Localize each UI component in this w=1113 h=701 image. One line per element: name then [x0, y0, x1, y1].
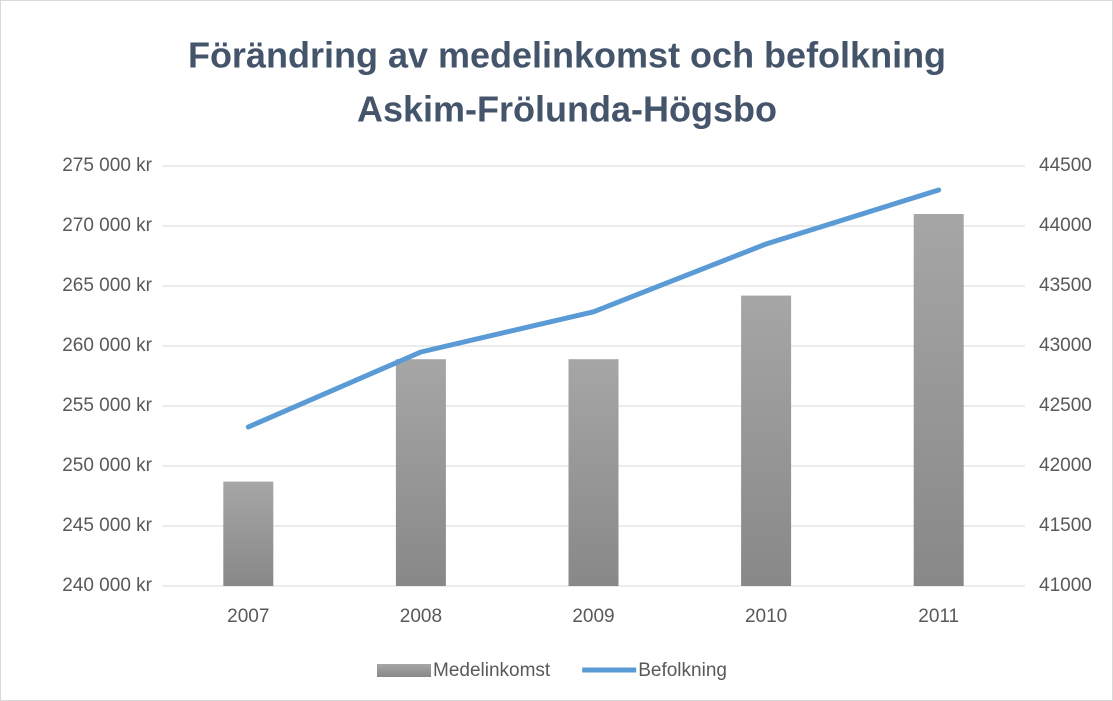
bar [741, 295, 792, 586]
y-tick-label: 265 000 kr [62, 275, 152, 296]
y2-tick-label: 44000 [1039, 215, 1092, 236]
y-tick-label: 255 000 kr [62, 395, 152, 416]
y-tick-label: 250 000 kr [62, 455, 152, 476]
bar [223, 481, 274, 586]
y-tick-label: 240 000 kr [62, 575, 152, 596]
y-tick-label: 275 000 kr [62, 155, 152, 176]
y2-tick-label: 44500 [1039, 155, 1092, 176]
legend-label: Medelinkomst [433, 660, 551, 681]
y2-tick-label: 41500 [1039, 515, 1092, 536]
y2-tick-label: 41000 [1039, 575, 1092, 596]
legend-swatch [377, 664, 431, 677]
y2-tick-label: 43000 [1039, 335, 1092, 356]
legend-label: Befolkning [638, 660, 727, 681]
y-tick-label: 260 000 kr [62, 335, 152, 356]
y-tick-label: 270 000 kr [62, 215, 152, 236]
bar [395, 359, 446, 586]
bar [568, 359, 619, 586]
chart-title: Förändring av medelinkomst och befolknin… [188, 35, 946, 76]
x-tick-label: 2009 [572, 606, 614, 627]
x-tick-label: 2007 [227, 606, 269, 627]
line [245, 187, 942, 430]
x-tick-label: 2008 [400, 606, 442, 627]
y2-tick-label: 42000 [1039, 455, 1092, 476]
y2-tick-label: 42500 [1039, 395, 1092, 416]
y-tick-label: 245 000 kr [62, 515, 152, 536]
y2-tick-label: 43500 [1039, 275, 1092, 296]
chart-subtitle: Askim-Frölunda-Högsbo [357, 89, 777, 130]
x-tick-label: 2011 [918, 606, 959, 627]
x-tick-label: 2010 [745, 606, 787, 627]
bar [913, 214, 964, 586]
